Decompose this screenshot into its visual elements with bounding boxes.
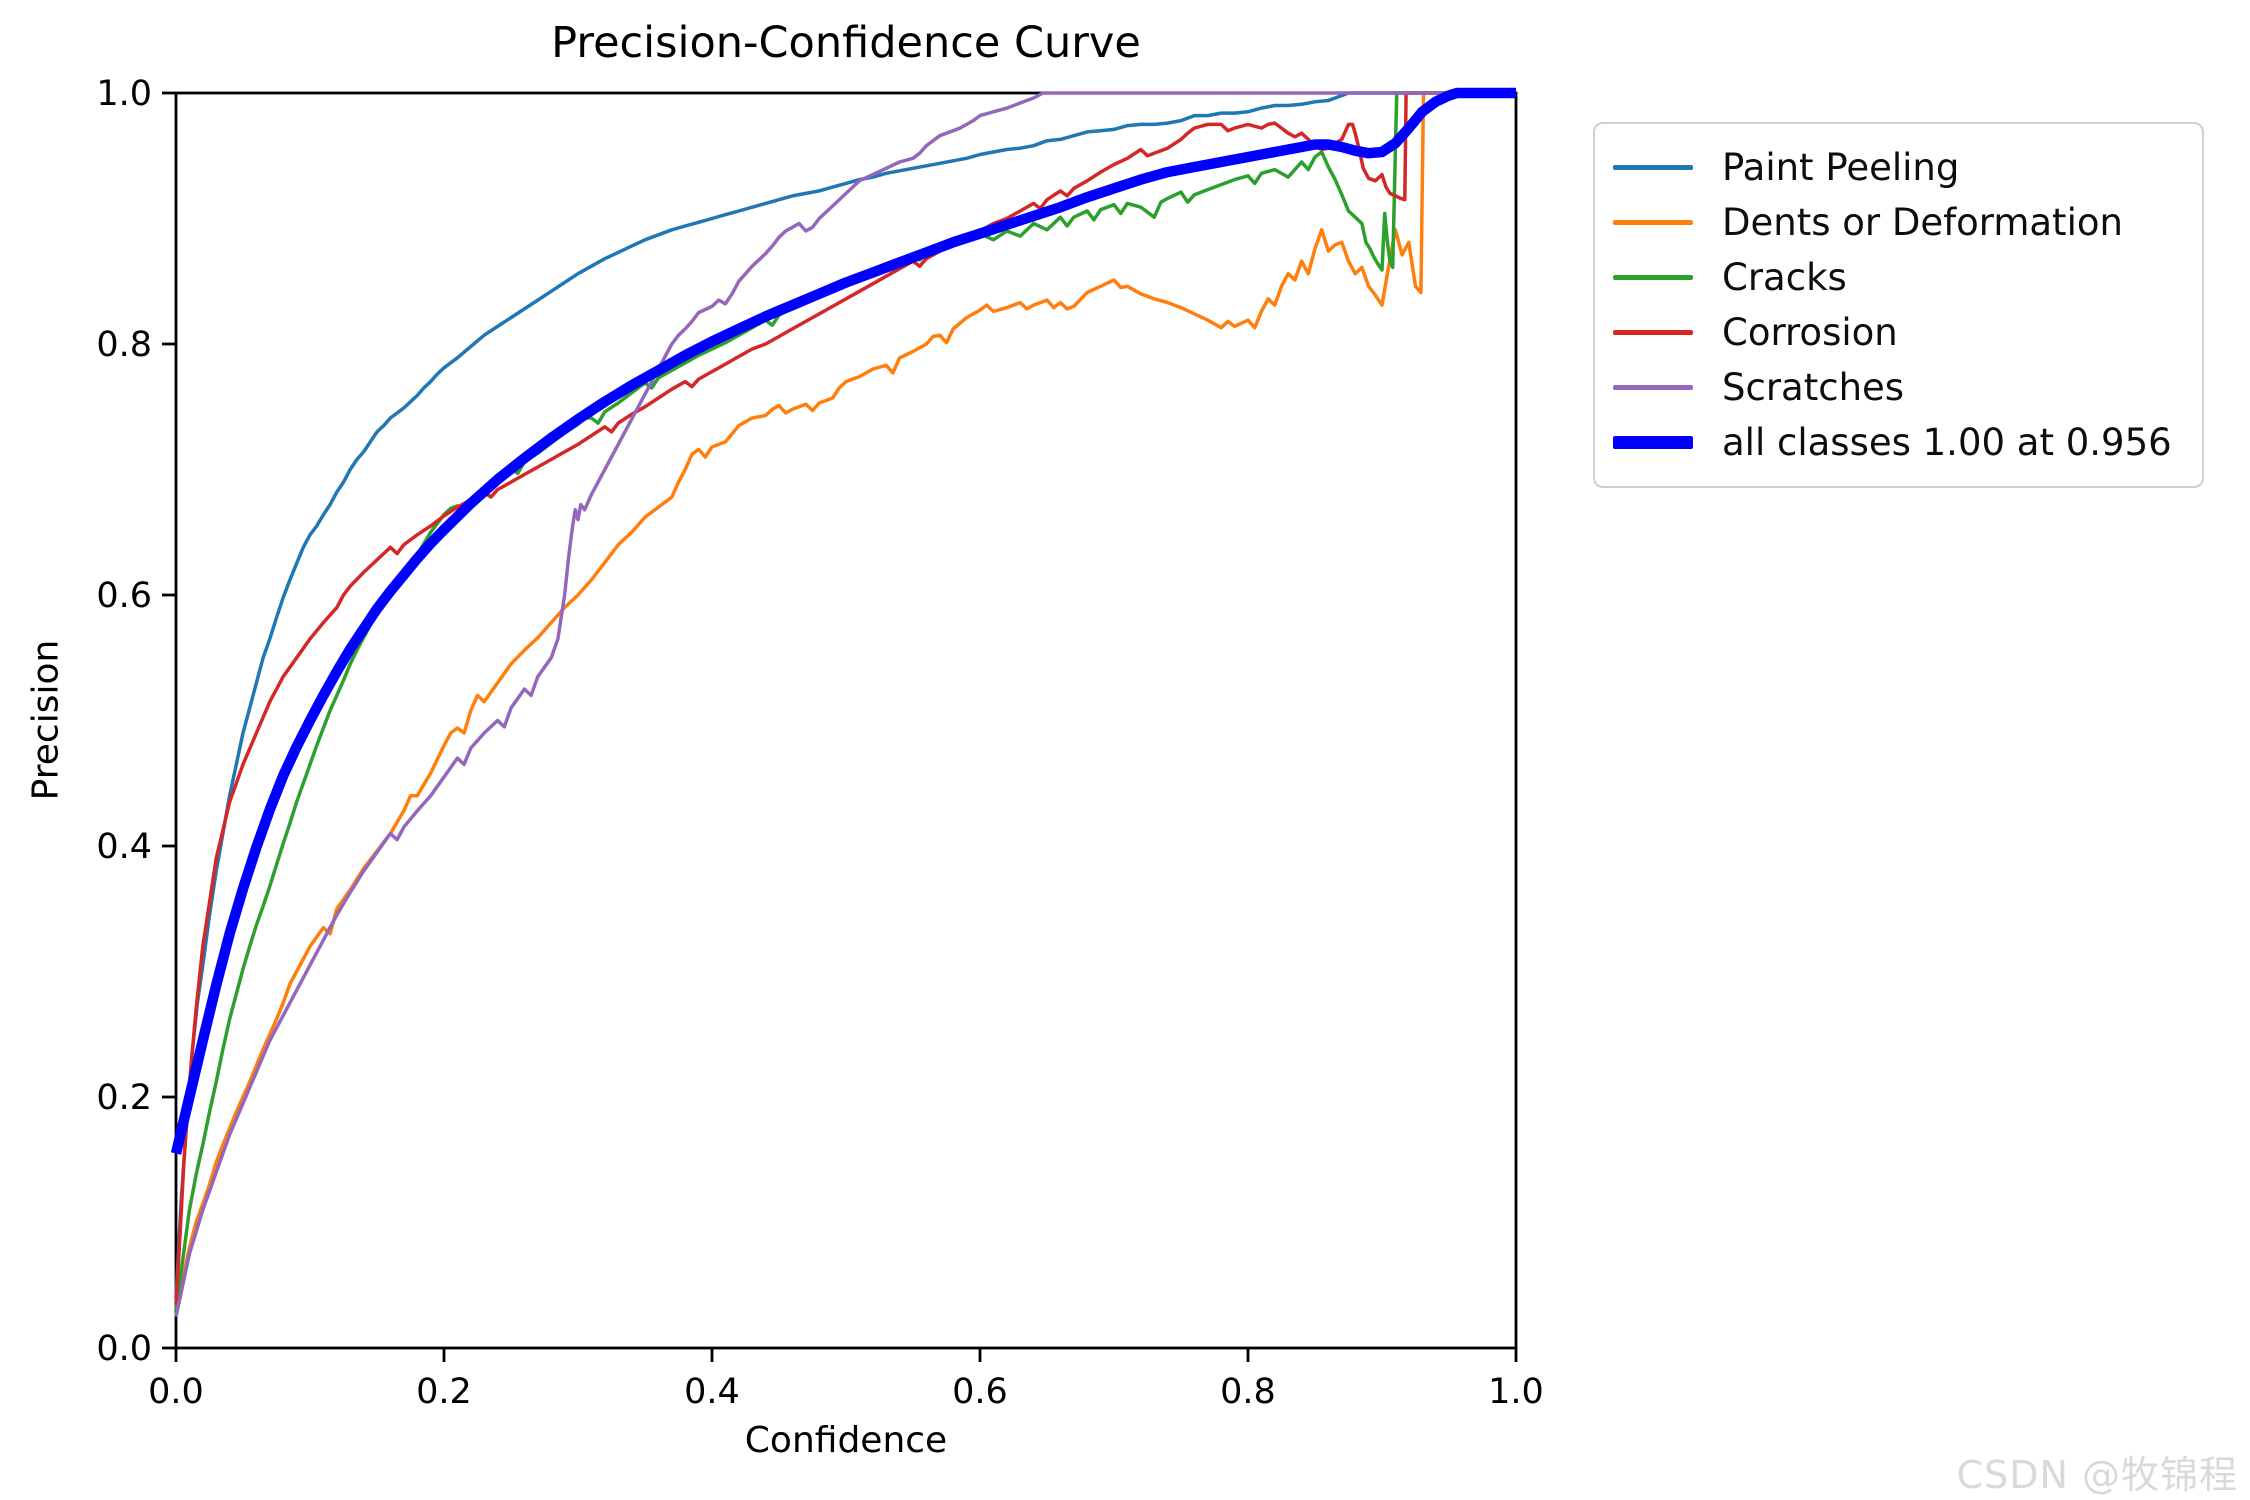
y-tick-label: 1.0 [96, 74, 152, 114]
axes-frame [174, 91, 1518, 1350]
legend-item-label: Paint Peeling [1722, 146, 1960, 189]
legend-line-sample [1613, 165, 1693, 170]
x-axis-label: Confidence [744, 1420, 948, 1461]
y-tick-label: 0.4 [96, 827, 152, 867]
legend-item-label: Scratches [1722, 366, 1905, 409]
legend-item-label: Dents or Deformation [1722, 201, 2123, 244]
legend-line-sample [1613, 275, 1693, 280]
series-line-all-classes-1-00-at-0-956 [170, 87, 1516, 1155]
y-tick-label: 0.0 [96, 1329, 152, 1369]
legend-item-scratches: Scratches [1613, 360, 2172, 415]
x-tick-label: 0.6 [952, 1372, 1008, 1412]
legend-line-sample [1613, 436, 1693, 449]
y-tick-label: 0.8 [96, 325, 152, 365]
chart-title: Precision-Confidence Curve [551, 18, 1141, 68]
legend: Paint Peeling Dents or Deformation Cracks C… [1593, 122, 2204, 488]
series-line-cracks [174, 91, 1516, 1311]
legend-item-label: Cracks [1722, 256, 1847, 299]
x-tick-label: 1.0 [1488, 1372, 1544, 1412]
legend-line-sample [1613, 220, 1693, 225]
series-line-scratches [174, 91, 1516, 1317]
x-tick-label: 0.8 [1220, 1372, 1276, 1412]
series-line-corrosion [174, 91, 1516, 1305]
legend-item-label: Corrosion [1722, 311, 1898, 354]
legend-line-sample [1613, 385, 1693, 390]
legend-item-label: all classes 1.00 at 0.956 [1722, 421, 2172, 464]
x-tick-label: 0.4 [684, 1372, 740, 1412]
series-line-dents-or-deformation [174, 91, 1516, 1317]
legend-line-sample [1613, 330, 1693, 335]
legend-item-all-classes-1-00-at-0-956: all classes 1.00 at 0.956 [1613, 415, 2172, 470]
legend-item-dents-or-deformation: Dents or Deformation [1613, 195, 2172, 250]
y-axis-label: Precision [25, 639, 67, 801]
series-line-paint-peeling [174, 91, 1516, 1298]
y-tick-label: 0.2 [96, 1078, 152, 1118]
x-tick-label: 0.0 [148, 1372, 204, 1412]
y-tick-label: 0.6 [96, 576, 152, 616]
legend-item-paint-peeling: Paint Peeling [1613, 140, 2172, 195]
legend-item-cracks: Cracks [1613, 250, 2172, 305]
watermark: CSDN @牧锦程 [1956, 1453, 2238, 1497]
legend-item-corrosion: Corrosion [1613, 305, 2172, 360]
x-tick-label: 0.2 [416, 1372, 472, 1412]
